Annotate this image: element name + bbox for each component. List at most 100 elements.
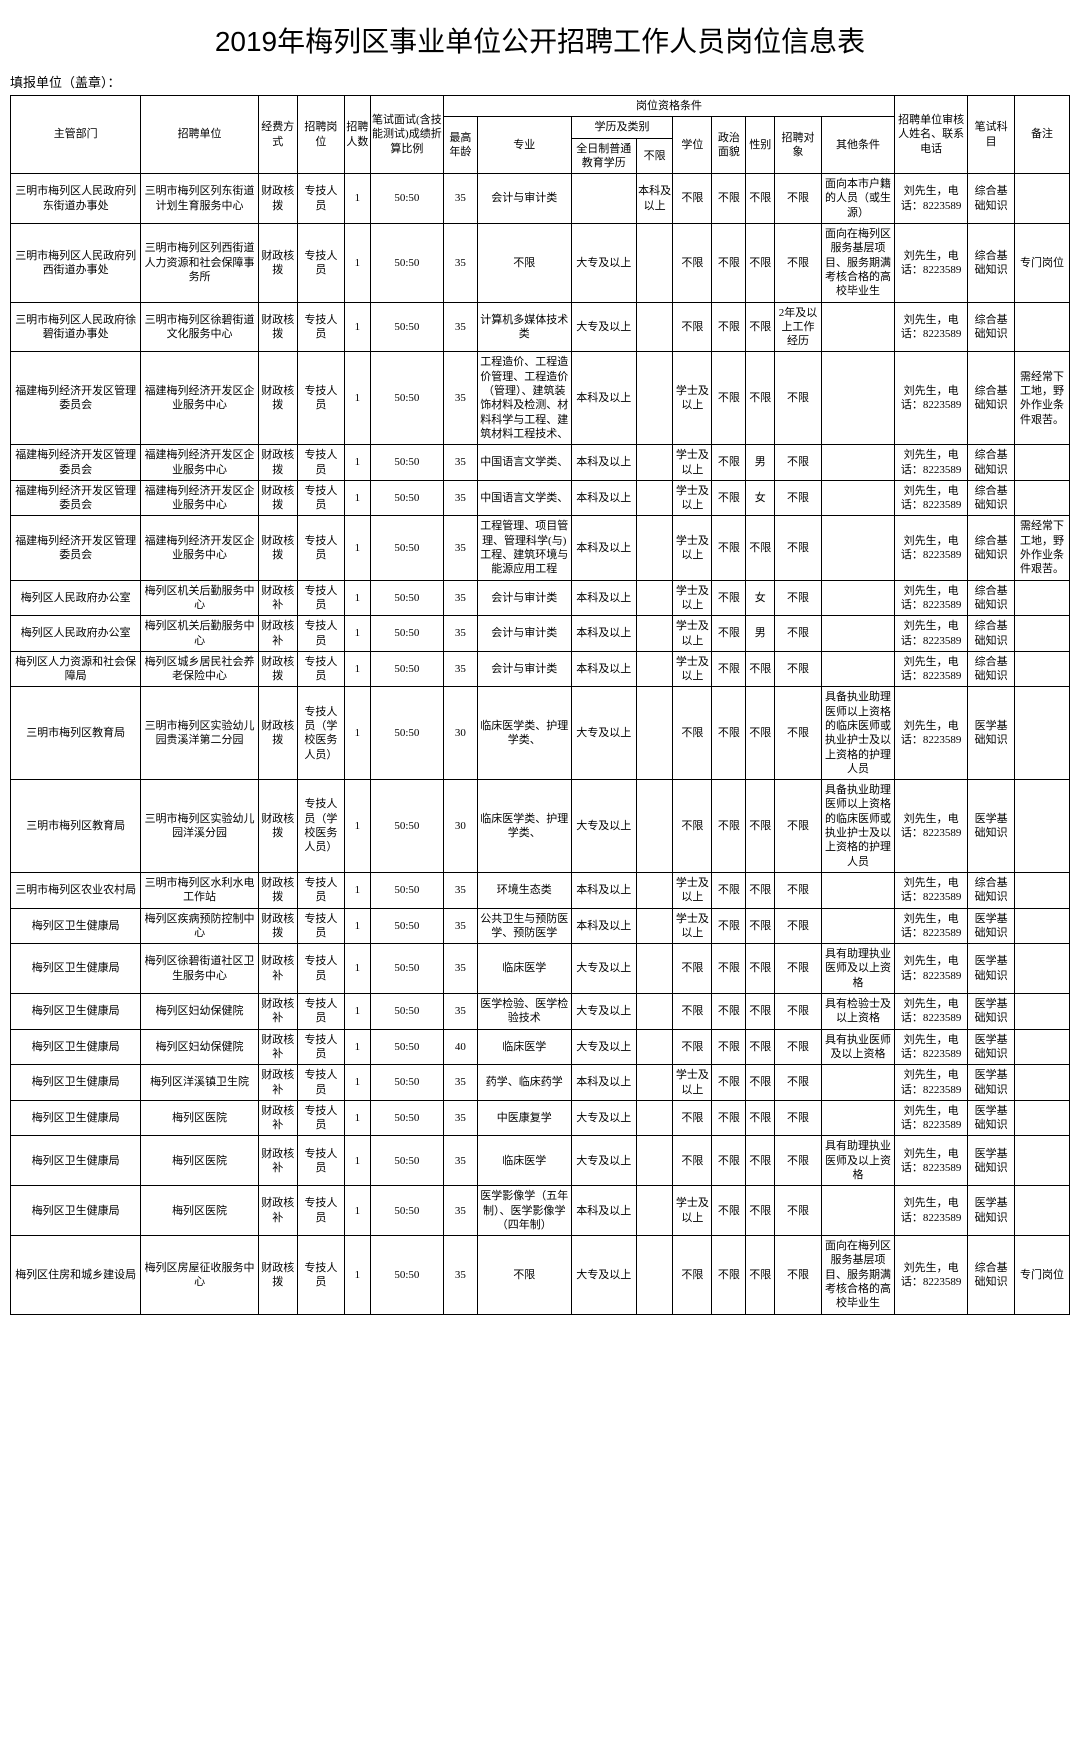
cell-fund: 财政核拨 bbox=[258, 352, 297, 445]
cell-num: 1 bbox=[344, 352, 370, 445]
cell-fund: 财政核拨 bbox=[258, 687, 297, 780]
th-major: 专业 bbox=[477, 117, 571, 174]
cell-other: 面向在梅列区服务基层项目、服务期满考核合格的高校毕业生 bbox=[821, 1236, 894, 1314]
cell-post: 专技人员（学校医务人员） bbox=[297, 780, 344, 873]
cell-target: 2年及以上工作经历 bbox=[775, 302, 822, 352]
cell-sex: 男 bbox=[746, 616, 775, 652]
cell-degree: 不限 bbox=[673, 1236, 712, 1314]
fill-unit-label: 填报单位（盖章）： bbox=[10, 72, 1070, 91]
table-row: 梅列区卫生健康局梅列区妇幼保健院财政核补专技人员150:5040临床医学大专及以… bbox=[11, 1029, 1070, 1065]
cell-dept: 福建梅列经济开发区管理委员会 bbox=[11, 516, 141, 580]
cell-target: 不限 bbox=[775, 516, 822, 580]
cell-ratio: 50:50 bbox=[370, 480, 443, 516]
cell-sex: 不限 bbox=[746, 1100, 775, 1136]
cell-exam: 综合基础知识 bbox=[968, 352, 1015, 445]
cell-other bbox=[821, 1186, 894, 1236]
cell-contact: 刘先生，电话：8223589 bbox=[895, 580, 968, 616]
cell-age: 35 bbox=[443, 516, 477, 580]
cell-major: 临床医学 bbox=[477, 944, 571, 994]
cell-dept: 三明市梅列区农业农村局 bbox=[11, 872, 141, 908]
cell-contact: 刘先生，电话：8223589 bbox=[895, 872, 968, 908]
cell-major: 计算机多媒体技术类 bbox=[477, 302, 571, 352]
cell-dept: 福建梅列经济开发区管理委员会 bbox=[11, 480, 141, 516]
cell-age: 35 bbox=[443, 1186, 477, 1236]
cell-dept: 梅列区卫生健康局 bbox=[11, 1136, 141, 1186]
cell-major: 药学、临床药学 bbox=[477, 1065, 571, 1101]
cell-sex: 不限 bbox=[746, 994, 775, 1030]
cell-unit: 梅列区妇幼保健院 bbox=[141, 1029, 258, 1065]
cell-exam: 综合基础知识 bbox=[968, 516, 1015, 580]
cell-exam: 医学基础知识 bbox=[968, 994, 1015, 1030]
th-post: 招聘岗位 bbox=[297, 96, 344, 174]
cell-exam: 综合基础知识 bbox=[968, 302, 1015, 352]
cell-age: 35 bbox=[443, 908, 477, 944]
cell-num: 1 bbox=[344, 580, 370, 616]
cell-sex: 不限 bbox=[746, 908, 775, 944]
cell-exam: 医学基础知识 bbox=[968, 687, 1015, 780]
th-fund: 经费方式 bbox=[258, 96, 297, 174]
cell-nolim bbox=[636, 480, 673, 516]
cell-target: 不限 bbox=[775, 994, 822, 1030]
cell-edu: 大专及以上 bbox=[571, 1029, 636, 1065]
cell-ratio: 50:50 bbox=[370, 994, 443, 1030]
cell-note bbox=[1015, 944, 1070, 994]
cell-num: 1 bbox=[344, 302, 370, 352]
th-qual-group: 岗位资格条件 bbox=[443, 96, 894, 117]
cell-other bbox=[821, 1100, 894, 1136]
cell-other bbox=[821, 1065, 894, 1101]
cell-fund: 财政核补 bbox=[258, 1029, 297, 1065]
th-sex: 性别 bbox=[746, 117, 775, 174]
cell-nolim bbox=[636, 1186, 673, 1236]
cell-dept: 梅列区卫生健康局 bbox=[11, 994, 141, 1030]
cell-ratio: 50:50 bbox=[370, 224, 443, 302]
cell-note bbox=[1015, 1065, 1070, 1101]
cell-note bbox=[1015, 994, 1070, 1030]
th-contact: 招聘单位审核人姓名、联系电话 bbox=[895, 96, 968, 174]
cell-sex: 不限 bbox=[746, 174, 775, 224]
cell-exam: 综合基础知识 bbox=[968, 872, 1015, 908]
cell-ratio: 50:50 bbox=[370, 352, 443, 445]
cell-dept: 梅列区卫生健康局 bbox=[11, 944, 141, 994]
cell-other: 具备执业助理医师以上资格的临床医师或执业护士及以上资格的护理人员 bbox=[821, 780, 894, 873]
cell-dept: 三明市梅列区人民政府列西街道办事处 bbox=[11, 224, 141, 302]
cell-ratio: 50:50 bbox=[370, 302, 443, 352]
cell-nolim bbox=[636, 651, 673, 687]
cell-degree: 学士及以上 bbox=[673, 352, 712, 445]
table-row: 福建梅列经济开发区管理委员会福建梅列经济开发区企业服务中心财政核拨专技人员150… bbox=[11, 352, 1070, 445]
cell-dept: 梅列区人民政府办公室 bbox=[11, 616, 141, 652]
th-nolim: 不限 bbox=[636, 138, 673, 174]
cell-age: 35 bbox=[443, 616, 477, 652]
th-age: 最高年龄 bbox=[443, 117, 477, 174]
cell-sex: 女 bbox=[746, 580, 775, 616]
cell-exam: 医学基础知识 bbox=[968, 1186, 1015, 1236]
cell-target: 不限 bbox=[775, 872, 822, 908]
cell-fund: 财政核拨 bbox=[258, 174, 297, 224]
th-degree: 学位 bbox=[673, 117, 712, 174]
cell-nolim bbox=[636, 445, 673, 481]
cell-target: 不限 bbox=[775, 445, 822, 481]
cell-age: 35 bbox=[443, 302, 477, 352]
cell-exam: 医学基础知识 bbox=[968, 908, 1015, 944]
cell-post: 专技人员 bbox=[297, 994, 344, 1030]
cell-exam: 综合基础知识 bbox=[968, 174, 1015, 224]
cell-major: 会计与审计类 bbox=[477, 580, 571, 616]
cell-sex: 女 bbox=[746, 480, 775, 516]
cell-target: 不限 bbox=[775, 908, 822, 944]
cell-sex: 不限 bbox=[746, 1186, 775, 1236]
cell-fund: 财政核拨 bbox=[258, 445, 297, 481]
cell-degree: 不限 bbox=[673, 780, 712, 873]
cell-contact: 刘先生，电话：8223589 bbox=[895, 480, 968, 516]
cell-nolim bbox=[636, 1100, 673, 1136]
cell-target: 不限 bbox=[775, 1136, 822, 1186]
cell-age: 35 bbox=[443, 1065, 477, 1101]
cell-degree: 学士及以上 bbox=[673, 872, 712, 908]
cell-ratio: 50:50 bbox=[370, 616, 443, 652]
cell-edu: 本科及以上 bbox=[571, 516, 636, 580]
cell-other: 具有助理执业医师及以上资格 bbox=[821, 1136, 894, 1186]
cell-num: 1 bbox=[344, 687, 370, 780]
cell-num: 1 bbox=[344, 174, 370, 224]
cell-fund: 财政核拨 bbox=[258, 480, 297, 516]
table-header: 主管部门 招聘单位 经费方式 招聘岗位 招聘人数 笔试面试(含技能测试)成绩折算… bbox=[11, 96, 1070, 174]
cell-edu: 大专及以上 bbox=[571, 1100, 636, 1136]
cell-unit: 三明市梅列区实验幼儿园洋溪分园 bbox=[141, 780, 258, 873]
